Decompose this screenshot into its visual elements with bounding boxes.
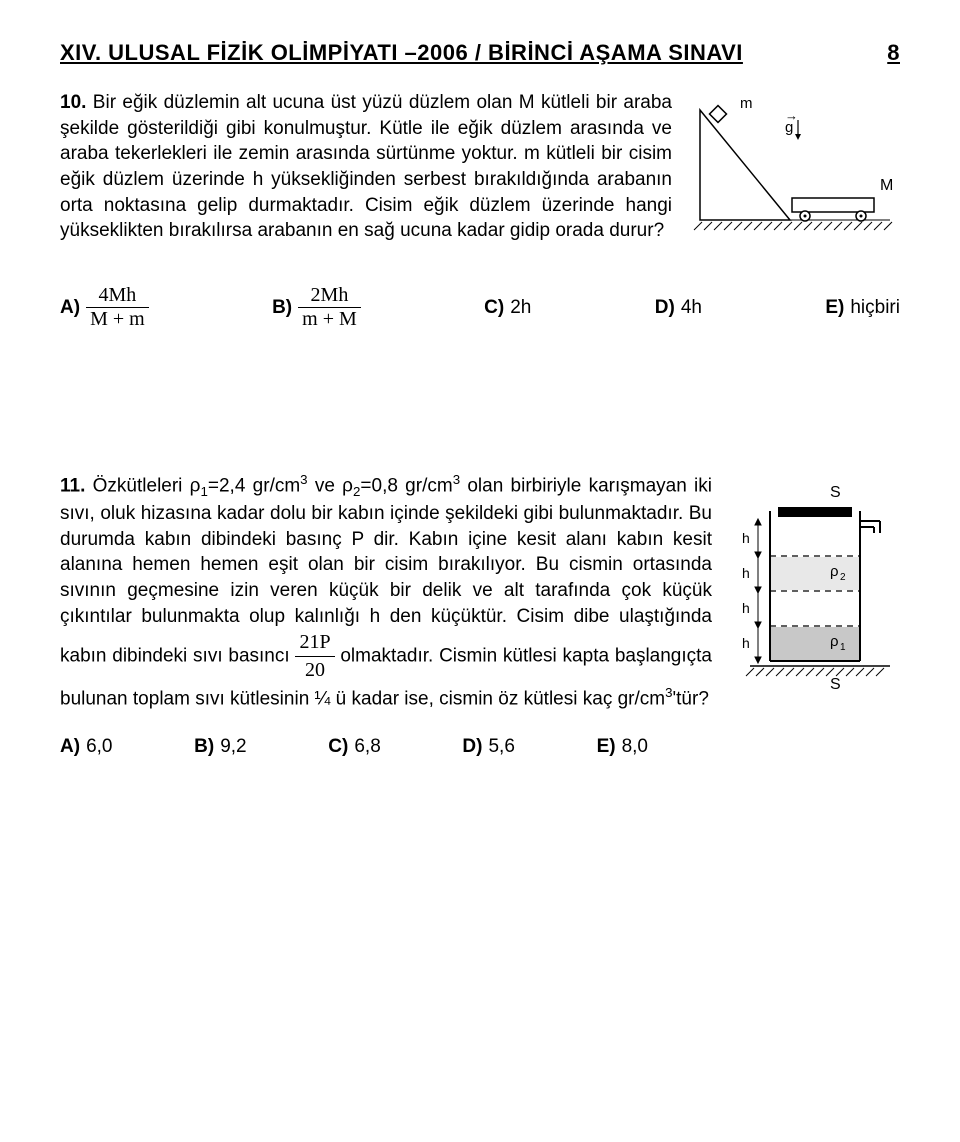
- q10-choice-d: D) 4h: [655, 297, 702, 319]
- q10-body: Bir eğik düzlemin alt ucuna üst yüzü düz…: [60, 92, 672, 241]
- fig-label-S-bot: S: [830, 676, 841, 693]
- q11-frac-num: 21P: [295, 629, 334, 657]
- choice-label: A): [60, 736, 80, 758]
- fig-label-m: m: [740, 95, 753, 112]
- svg-text:1: 1: [840, 642, 846, 653]
- q11-b: 9,2: [220, 736, 246, 758]
- fig-label-h3: h: [742, 600, 750, 616]
- q11-choice-d: D) 5,6: [462, 736, 514, 758]
- q10-b-den: m + M: [298, 308, 361, 331]
- question-11: 11. Özkütleleri ρ1=2,4 gr/cm3 ve ρ2=0,8 …: [60, 471, 900, 712]
- exam-header: XIV. ULUSAL FİZİK OLİMPİYATI –2006 / BİR…: [60, 40, 900, 66]
- q10-a-den: M + m: [86, 308, 149, 331]
- q11-choice-b: B) 9,2: [194, 736, 246, 758]
- q11-e: 8,0: [622, 736, 648, 758]
- choice-label: E): [825, 297, 844, 319]
- q11-figure: S S ρ 2 ρ 1 h h h h: [730, 471, 900, 706]
- q11-p5: olan birbiriyle karışmayan iki sıvı, olu…: [60, 475, 712, 666]
- q10-choice-c: C) 2h: [484, 297, 531, 319]
- q10-figure: m → g h M: [690, 90, 900, 260]
- choice-label: B): [272, 297, 292, 319]
- q10-a-num: 4Mh: [86, 284, 149, 308]
- q10-choice-b: B) 2Mh m + M: [272, 284, 361, 331]
- fig-label-g: g: [785, 119, 793, 136]
- choice-label: D): [462, 736, 482, 758]
- q11-choice-c: C) 6,8: [328, 736, 380, 758]
- q11-p4: =0,8 gr/cm: [360, 475, 452, 496]
- header-title: XIV. ULUSAL FİZİK OLİMPİYATI –2006 / BİR…: [60, 40, 743, 65]
- q10-d: 4h: [681, 297, 702, 319]
- q10-choice-a: A) 4Mh M + m: [60, 284, 149, 331]
- q11-sup3a: 3: [300, 472, 307, 487]
- fig-label-h2: h: [742, 565, 750, 581]
- question-10: 10. Bir eğik düzlemin alt ucuna üst yüzü…: [60, 90, 900, 260]
- q10-e: hiçbiri: [850, 297, 900, 319]
- q11-choices: A) 6,0 B) 9,2 C) 6,8 D) 5,6 E) 8,0: [60, 736, 648, 758]
- svg-text:2: 2: [840, 572, 846, 583]
- page-number: 8: [887, 40, 900, 66]
- q11-choice-e: E) 8,0: [597, 736, 648, 758]
- q11-frac-den: 20: [295, 657, 334, 684]
- q11-choice-a: A) 6,0: [60, 736, 112, 758]
- fig-label-S-top: S: [830, 484, 841, 501]
- choice-label: E): [597, 736, 616, 758]
- q11-sup3c: 3: [665, 685, 672, 700]
- q10-choices: A) 4Mh M + m B) 2Mh m + M C) 2h D) 4h E)…: [60, 284, 900, 331]
- choice-label: A): [60, 297, 80, 319]
- q11-d: 5,6: [488, 736, 514, 758]
- q10-c: 2h: [510, 297, 531, 319]
- q11-p1: Özkütleleri ρ: [93, 475, 201, 496]
- choice-label: C): [328, 736, 348, 758]
- q11-p7: 'tür?: [673, 689, 709, 710]
- q11-c: 6,8: [354, 736, 380, 758]
- q11-sup3b: 3: [453, 472, 460, 487]
- q11-p3: ve ρ: [308, 475, 353, 496]
- fig-label-M-cart: M: [880, 177, 893, 194]
- q10-number: 10.: [60, 92, 86, 113]
- q11-number: 11.: [60, 475, 85, 496]
- fig-label-h4: h: [742, 635, 750, 651]
- choice-label: B): [194, 736, 214, 758]
- q11-a: 6,0: [86, 736, 112, 758]
- q10-b-num: 2Mh: [298, 284, 361, 308]
- choice-label: C): [484, 297, 504, 319]
- question-11-text: 11. Özkütleleri ρ1=2,4 gr/cm3 ve ρ2=0,8 …: [60, 471, 712, 712]
- question-10-text: 10. Bir eğik düzlemin alt ucuna üst yüzü…: [60, 90, 672, 244]
- svg-text:ρ: ρ: [830, 563, 839, 580]
- q11-p2: =2,4 gr/cm: [208, 475, 300, 496]
- fig-label-h1: h: [742, 530, 750, 546]
- svg-text:ρ: ρ: [830, 633, 839, 650]
- q10-choice-e: E) hiçbiri: [825, 297, 900, 319]
- q11-sub1: 1: [200, 484, 207, 499]
- choice-label: D): [655, 297, 675, 319]
